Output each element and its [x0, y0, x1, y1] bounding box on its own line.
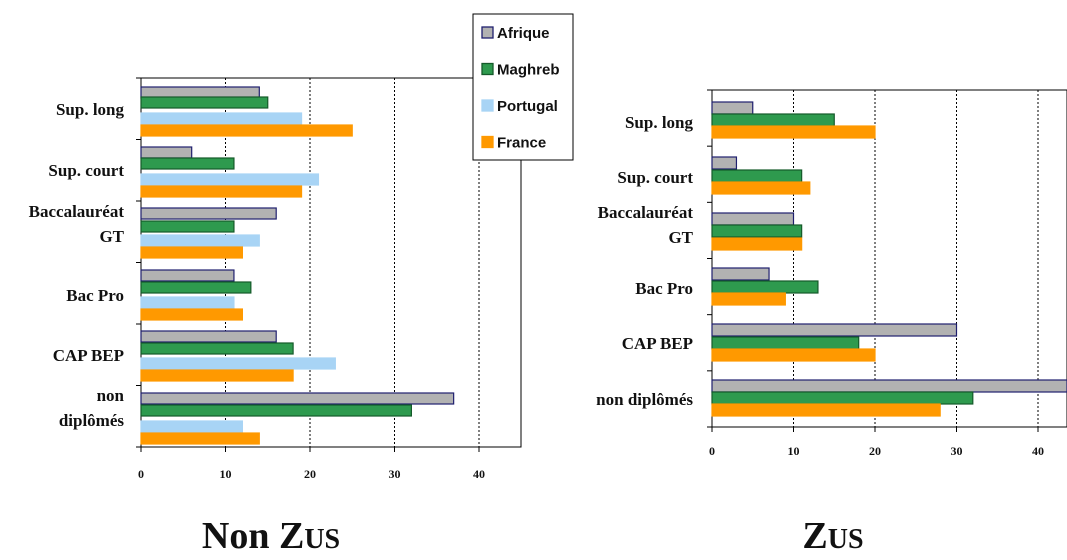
category-label: CAP BEP [622, 334, 693, 353]
caption-zus: ZUS [802, 515, 863, 557]
legend-swatch-portugal [481, 99, 494, 112]
x-tick-label: 40 [473, 467, 485, 481]
category-label: Sup. long [56, 100, 125, 119]
bar-portugal-cap-bep [140, 357, 336, 370]
category-label: GT [668, 228, 693, 247]
caption-text-large: Z [802, 515, 827, 557]
bar-maghreb-bac-pro [711, 280, 819, 294]
bar-maghreb-sup-court [140, 157, 235, 170]
bar-maghreb-cap-bep [140, 342, 294, 355]
bar-afrique-bac-pro [140, 269, 235, 282]
category-label: diplômés [59, 411, 125, 430]
bar-portugal-sup-court [140, 173, 320, 186]
chart-zus: 0 10 20 30 40 Sup. long Sup. court Baccalauréat… [596, 89, 1067, 458]
legend-label-maghreb: Maghreb [497, 62, 560, 79]
bar-maghreb-cap-bep [711, 336, 860, 350]
bar-france-sup-long [140, 124, 353, 137]
bar-france-sup-long [711, 125, 876, 139]
bar-france-non-diplomes [140, 432, 260, 445]
bar-portugal-sup-long [140, 112, 303, 125]
bar-france-baccalaureat-gt [711, 237, 803, 251]
caption-text-large: Non Z [202, 515, 304, 557]
x-tick-label: 0 [138, 467, 144, 481]
chart-non-zus: 0 10 20 30 40 Sup. long Sup. court Baccalauréat… [29, 77, 522, 481]
bar-afrique-non-diplomes [140, 392, 455, 405]
bar-portugal-bac-pro [140, 296, 235, 309]
bar-france-cap-bep [711, 348, 876, 362]
bar-maghreb-baccalaureat-gt [140, 220, 235, 233]
bar-afrique-sup-court [140, 146, 193, 159]
category-label: Bac Pro [635, 279, 693, 298]
caption-text-small: US [304, 524, 340, 555]
x-tick-label: 10 [788, 444, 800, 458]
legend-label-portugal: Portugal [497, 98, 558, 115]
bar-maghreb-bac-pro [140, 281, 252, 294]
bar-france-sup-court [711, 181, 811, 195]
legend: Afrique Maghreb Portugal France [472, 13, 574, 161]
x-tick-label: 20 [869, 444, 881, 458]
category-label: Sup. court [48, 161, 124, 180]
bar-portugal-baccalaureat-gt [140, 234, 260, 247]
bar-maghreb-non-diplomes [140, 404, 412, 417]
plot-area [711, 89, 1067, 428]
x-tick-label: 20 [304, 467, 316, 481]
legend-swatch-maghreb [481, 62, 494, 76]
category-label: Sup. long [625, 113, 694, 132]
bar-afrique-baccalaureat-gt [711, 212, 795, 226]
category-label: Baccalauréat [598, 203, 694, 222]
bar-afrique-sup-long [711, 101, 754, 115]
bar-france-cap-bep [140, 369, 294, 382]
category-label: non diplômés [596, 390, 693, 409]
x-tick-label: 30 [389, 467, 401, 481]
legend-swatch-france [481, 135, 494, 149]
bar-france-baccalaureat-gt [140, 246, 244, 259]
bar-france-sup-court [140, 185, 303, 198]
caption-non-zus: Non ZUS [202, 515, 340, 557]
bar-afrique-cap-bep [140, 330, 277, 343]
legend-swatch-afrique [481, 26, 494, 39]
category-label: Sup. court [617, 168, 693, 187]
x-tick-label: 40 [1032, 444, 1044, 458]
bar-france-non-diplomes [711, 403, 941, 417]
bar-portugal-non-diplomes [140, 420, 244, 433]
x-tick-label: 30 [951, 444, 963, 458]
bar-afrique-sup-long [140, 86, 260, 99]
legend-label-france: France [497, 135, 546, 152]
bar-maghreb-sup-long [140, 96, 269, 109]
bar-france-bac-pro [140, 308, 244, 321]
category-label: GT [99, 227, 124, 246]
bar-afrique-cap-bep [711, 323, 958, 337]
caption-text-small: US [828, 524, 864, 555]
bar-maghreb-non-diplomes [711, 391, 974, 405]
category-label: Bac Pro [66, 286, 124, 305]
bar-afrique-bac-pro [711, 267, 770, 281]
category-label: CAP BEP [53, 346, 124, 365]
category-label: non [97, 386, 125, 405]
bar-maghreb-sup-long [711, 113, 835, 127]
bar-france-bac-pro [711, 292, 786, 306]
category-label: Baccalauréat [29, 202, 125, 221]
bar-afrique-sup-court [711, 156, 738, 170]
x-tick-label: 10 [220, 467, 232, 481]
bar-afrique-baccalaureat-gt [140, 207, 277, 220]
bar-afrique-non-diplomes [711, 379, 1067, 393]
x-tick-label: 0 [709, 444, 715, 458]
bar-maghreb-sup-court [711, 169, 803, 183]
legend-label-afrique: Afrique [497, 25, 550, 42]
bar-maghreb-baccalaureat-gt [711, 224, 803, 238]
